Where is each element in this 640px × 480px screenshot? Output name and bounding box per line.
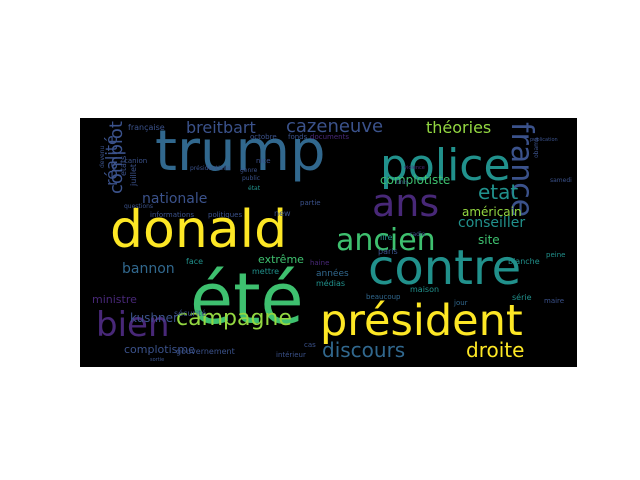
word-ete: été — [190, 258, 304, 340]
word-nice: nice — [256, 157, 271, 165]
word-informations: informations — [150, 211, 195, 219]
word-extreme: extrême — [258, 253, 304, 266]
word-site: site — [478, 233, 500, 247]
word-etats: etats — [119, 155, 128, 176]
word-octobre: octobre — [250, 133, 277, 141]
word-unis: unis — [396, 179, 409, 186]
word-publication: publication — [530, 137, 558, 143]
word-radio: radio — [410, 231, 426, 238]
word-samedi: samedi — [550, 177, 572, 184]
word-new: new — [274, 209, 291, 218]
word-annees: années — [316, 269, 349, 279]
word-juillet: juillet — [129, 163, 138, 186]
word-police: police — [380, 140, 511, 191]
word-lire: lire — [380, 233, 393, 242]
word-genre: genre — [240, 167, 258, 174]
word-fonds: fonds — [288, 133, 308, 141]
word-trump: trump — [155, 119, 326, 184]
word-etat: etat — [478, 180, 519, 204]
word-maison: maison — [410, 285, 440, 294]
word-campagne: campagne — [176, 306, 292, 331]
word-documents: documents — [310, 133, 349, 141]
word-mettre: mettre — [252, 267, 280, 276]
word-public: public — [242, 175, 261, 182]
word-cas: cas — [304, 341, 316, 349]
word-conseiller: conseiller — [458, 215, 526, 231]
word-ans: ans — [372, 181, 440, 225]
word-complotisme: complotisme — [124, 343, 195, 356]
word-politiques: politiques — [208, 211, 243, 219]
word-nationale: nationale — [142, 191, 208, 207]
word-partie: partie — [300, 199, 321, 207]
word-sortie: sortie — [150, 357, 165, 363]
word-peine: peine — [546, 251, 566, 259]
word-donald: donald — [110, 200, 288, 260]
word-theories: théories — [426, 118, 492, 137]
word-beaucoup: beaucoup — [366, 293, 401, 301]
word-president: président — [320, 296, 523, 346]
word-discours: discours — [322, 338, 406, 362]
word-jour: jour — [454, 299, 468, 307]
word-complotiste: complotiste — [380, 173, 451, 187]
word-etat-small: état — [248, 185, 261, 192]
word-blanche: blanche — [508, 257, 540, 266]
word-contre: contre — [368, 240, 522, 296]
word-americain: américain — [462, 205, 522, 219]
word-gouvernement: gouvernement — [176, 347, 235, 356]
word-maire: maire — [544, 297, 565, 305]
word-ministre: ministre — [92, 293, 137, 306]
word-questions: questions — [124, 203, 154, 210]
word-bannon: bannon — [122, 261, 175, 277]
word-francaise: française — [128, 123, 165, 132]
word-violence: violence — [404, 165, 425, 171]
word-presidentielle: présidentielle — [190, 165, 231, 172]
word-droite: droite — [466, 338, 525, 362]
word-realite: réalité — [102, 135, 121, 186]
word-devenu: devenu — [99, 145, 106, 168]
word-serie: série — [512, 293, 532, 302]
word-ancien: ancien — [336, 223, 436, 258]
word-cloud: trump été donald contre président police… — [80, 118, 577, 367]
word-haine: haine — [310, 259, 330, 267]
word-paris: paris — [378, 247, 398, 256]
word-medias: médias — [316, 279, 346, 288]
word-kushner: kushner — [130, 311, 178, 325]
word-breitbart: breitbart — [186, 118, 256, 137]
word-securite: sécurité — [174, 309, 207, 318]
word-canion: canion — [124, 157, 148, 165]
word-bien: bien — [96, 305, 170, 345]
word-interieur: intérieur — [276, 351, 306, 359]
word-face: face — [186, 257, 204, 266]
word-cazeneuve: cazeneuve — [286, 118, 384, 137]
